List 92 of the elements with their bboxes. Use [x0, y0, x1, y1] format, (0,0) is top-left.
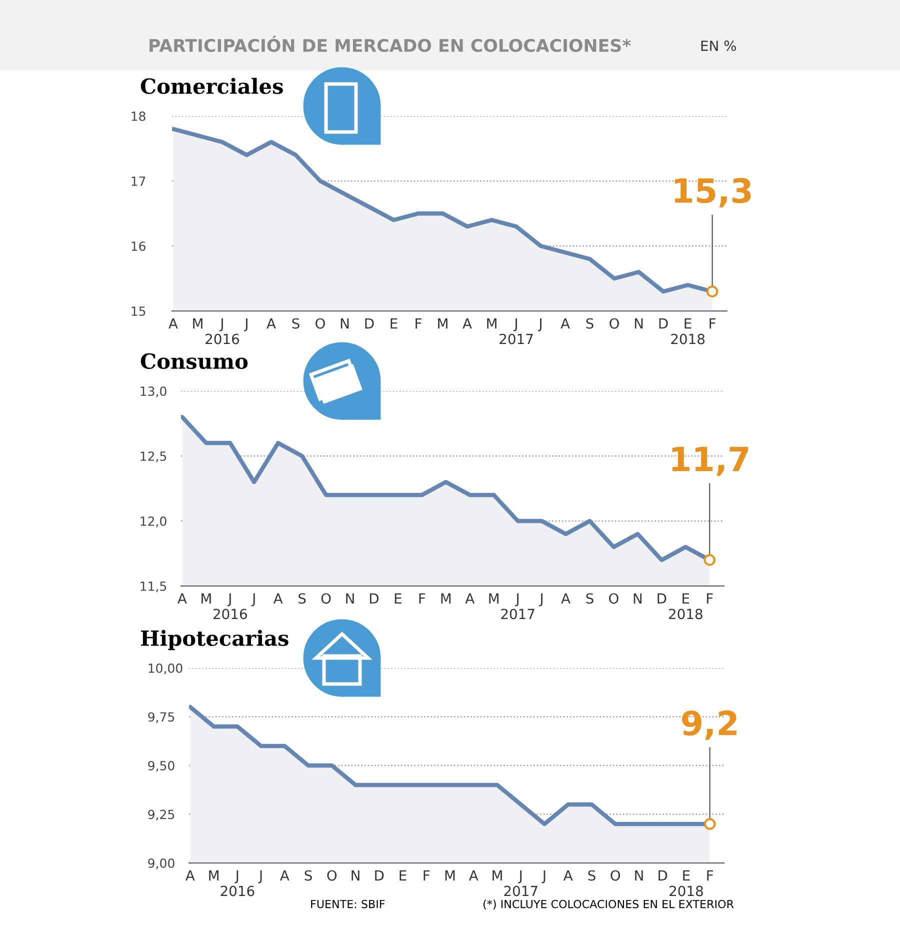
annotation: 15,3: [674, 178, 751, 208]
x-tick-label: J 2017: [501, 593, 534, 620]
x-tick-label: A: [563, 870, 573, 880]
x-tick-label: D: [375, 870, 384, 880]
x-tick-label: J: [539, 593, 542, 606]
x-tick-label: A: [178, 593, 187, 604]
y-tick-label: 16: [132, 241, 146, 251]
x-tick-label: M: [438, 318, 448, 328]
x-tick-label: F: [707, 870, 714, 880]
x-tick-label: M: [492, 870, 502, 880]
x-tick-label: N: [352, 870, 360, 880]
y-tick-label: 9,00: [148, 858, 174, 870]
x-tick-label: J 2016: [206, 318, 240, 344]
x-tick-label: E 2018: [671, 318, 705, 344]
x-tick-label: D: [370, 593, 379, 604]
chart-title: Hipotecarias: [140, 630, 288, 650]
x-tick-label: S: [586, 593, 594, 604]
x-tick-label: S: [298, 593, 306, 604]
x-tick-label: A: [186, 870, 195, 880]
x-tick-label: N: [346, 593, 354, 604]
x-tick-label: E: [400, 870, 406, 880]
x-tick-label: O: [327, 870, 337, 881]
text: PARTICIPACIÓN DE MERCADO EN COLOCACIONES*: [150, 36, 631, 52]
x-tick-label: N: [635, 870, 643, 880]
x-tick-label: S: [586, 318, 594, 329]
x-tick-label: F: [419, 593, 426, 604]
x-tick-label: M: [487, 318, 496, 328]
x-tick-label: M: [489, 593, 498, 604]
x-tick-label: A: [280, 870, 290, 880]
x-tick-label: O: [610, 870, 620, 881]
chart-title: Comerciales: [140, 78, 283, 94]
x-tick-label: N: [634, 318, 643, 328]
y-tick-label: 10,00: [148, 663, 182, 674]
x-tick-label: M: [202, 593, 211, 604]
x-tick-label: J: [538, 318, 542, 332]
x-tick-label: A: [468, 870, 478, 880]
x-tick-label: O: [609, 593, 618, 604]
text: (*) INCLUYE COLOCACIONES EN EL EXTERIOR: [484, 900, 734, 910]
x-tick-label: J: [258, 870, 262, 884]
x-tick-label: M: [193, 318, 202, 328]
annotation: 11,7: [672, 446, 748, 476]
y-tick-label: 18: [132, 111, 146, 121]
x-tick-label: J: [251, 593, 255, 606]
x-tick-label: F: [710, 318, 716, 328]
x-tick-label: E: [390, 318, 398, 328]
x-tick-label: M: [445, 870, 455, 880]
x-tick-label: N: [340, 318, 349, 328]
y-tick-label: 13,0: [140, 386, 166, 398]
x-tick-label: J 2016: [213, 593, 247, 620]
x-tick-label: S: [292, 318, 300, 329]
x-tick-label: A: [561, 593, 570, 604]
x-tick-label: D: [658, 870, 668, 880]
annotation: 9,2: [682, 710, 736, 740]
x-tick-label: D: [659, 318, 668, 328]
x-tick-label: M: [441, 593, 451, 604]
x-tick-label: S: [588, 870, 596, 881]
y-tick-label: 9,25: [148, 810, 174, 820]
y-tick-label: 9,50: [148, 760, 174, 772]
y-tick-label: 15: [132, 306, 146, 316]
y-tick-label: 11,5: [140, 582, 166, 592]
x-tick-label: A: [465, 593, 475, 604]
x-tick-label: O: [610, 318, 619, 329]
y-tick-label: 17: [132, 176, 146, 186]
x-tick-label: F: [424, 870, 430, 880]
x-tick-label: N: [634, 593, 642, 604]
x-tick-label: S: [304, 870, 312, 881]
x-tick-label: F: [416, 318, 422, 328]
x-tick-label: E: [394, 593, 402, 604]
x-tick-label: A: [266, 318, 276, 328]
x-tick-label: J: [542, 870, 546, 884]
x-tick-label: D: [365, 318, 374, 328]
x-tick-label: J 2017: [504, 870, 538, 896]
x-tick-label: E 2018: [670, 870, 703, 896]
x-tick-label: A: [273, 593, 283, 604]
x-tick-label: J 2017: [500, 318, 533, 344]
y-tick-label: 12,0: [140, 516, 166, 528]
x-tick-label: A: [168, 318, 178, 328]
y-tick-label: 12,5: [140, 451, 166, 462]
source-note: FUENTE: SBIF: [311, 900, 385, 908]
chart-title: Consumo: [140, 353, 248, 370]
y-tick-label: 9,75: [148, 712, 174, 723]
x-tick-label: E 2018: [668, 593, 702, 620]
text: EN %: [701, 40, 736, 52]
x-tick-label: M: [209, 870, 218, 880]
x-tick-label: D: [658, 593, 666, 604]
x-tick-label: J: [244, 318, 248, 332]
x-tick-label: J 2016: [220, 870, 254, 896]
x-tick-label: O: [316, 318, 325, 329]
x-tick-label: A: [462, 318, 472, 328]
x-tick-label: A: [560, 318, 570, 328]
x-tick-label: O: [321, 593, 331, 604]
x-tick-label: F: [706, 593, 713, 604]
